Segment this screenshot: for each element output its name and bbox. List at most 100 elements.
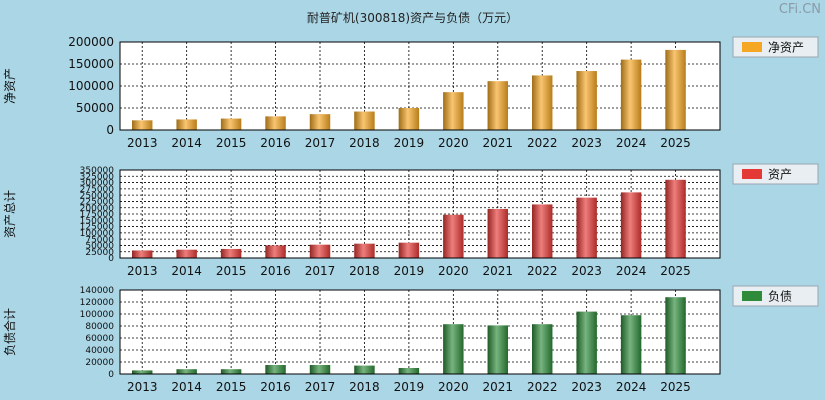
y-axis-label: 负债合计 <box>2 308 17 356</box>
x-tick-label: 2015 <box>216 136 247 150</box>
bar-2013[interactable] <box>132 120 153 130</box>
y-tick-label: 200000 <box>68 35 114 49</box>
bar-2019[interactable] <box>398 242 420 258</box>
bar-2016[interactable] <box>265 116 286 130</box>
y-tick-label: 275000 <box>80 185 115 195</box>
bar-2023[interactable] <box>576 197 597 258</box>
bar-2024[interactable] <box>620 59 642 130</box>
y-tick-label: 125000 <box>80 223 115 233</box>
y-axis-label: 资产总计 <box>3 190 17 238</box>
plot-border <box>119 169 721 259</box>
y-tick-label: 140000 <box>80 286 115 296</box>
x-tick-label: 2019 <box>394 136 425 150</box>
x-tick-label: 2017 <box>305 136 336 150</box>
x-tick-label: 2020 <box>438 264 469 278</box>
bar-2023[interactable] <box>576 311 597 374</box>
y-tick-label: 25000 <box>85 248 114 258</box>
legend-label: 净资产 <box>768 41 804 55</box>
y-tick-label: 75000 <box>85 235 114 245</box>
y-tick-label: 40000 <box>85 346 114 356</box>
bar-2017[interactable] <box>309 244 331 258</box>
x-tick-label: 2017 <box>305 380 336 394</box>
bar-2021[interactable] <box>487 325 508 374</box>
x-tick-label: 2020 <box>438 136 469 150</box>
y-tick-label: 200000 <box>80 204 115 214</box>
x-tick-label: 2023 <box>571 264 602 278</box>
x-tick-label: 2014 <box>171 380 202 394</box>
bar-2021[interactable] <box>487 81 508 130</box>
bar-2021[interactable] <box>487 208 508 258</box>
x-tick-label: 2022 <box>527 264 558 278</box>
y-tick-label: 100000 <box>80 229 115 239</box>
bar-2016[interactable] <box>265 365 286 374</box>
bar-2014[interactable] <box>176 249 197 258</box>
bar-2017[interactable] <box>309 365 331 374</box>
plot-area-3 <box>120 290 720 374</box>
x-tick-label: 2018 <box>349 136 380 150</box>
bar-2024[interactable] <box>620 192 642 258</box>
bar-2025[interactable] <box>665 179 686 258</box>
x-tick-label: 2025 <box>660 264 691 278</box>
x-tick-label: 2013 <box>127 136 158 150</box>
bar-2020[interactable] <box>443 324 464 374</box>
chart-title: 耐普矿机(300818)资产与负债（万元） <box>306 11 519 25</box>
plot-border <box>119 289 721 375</box>
legend-swatch <box>742 291 762 301</box>
bar-2022[interactable] <box>532 324 553 374</box>
bar-2015[interactable] <box>220 369 242 374</box>
bar-2015[interactable] <box>220 248 242 258</box>
y-tick-label: 120000 <box>80 298 115 308</box>
bar-2020[interactable] <box>443 92 464 130</box>
y-tick-label: 0 <box>106 123 114 137</box>
watermark: CFi.CN <box>778 2 821 17</box>
x-tick-label: 2015 <box>216 264 247 278</box>
x-tick-label: 2013 <box>127 264 158 278</box>
bar-2025[interactable] <box>665 297 686 374</box>
x-tick-label: 2021 <box>483 136 514 150</box>
y-tick-label: 325000 <box>80 172 115 182</box>
bar-2018[interactable] <box>354 243 375 258</box>
bar-2013[interactable] <box>132 250 153 258</box>
x-tick-label: 2022 <box>527 136 558 150</box>
bar-2022[interactable] <box>532 75 553 130</box>
bar-2019[interactable] <box>398 108 420 130</box>
y-tick-label: 50000 <box>76 101 114 115</box>
bar-2020[interactable] <box>443 214 464 258</box>
y-tick-label: 20000 <box>85 358 114 368</box>
bar-2016[interactable] <box>265 245 286 258</box>
bar-2014[interactable] <box>176 119 197 130</box>
bar-2024[interactable] <box>620 315 642 374</box>
x-tick-label: 2023 <box>571 380 602 394</box>
x-tick-label: 2024 <box>616 136 647 150</box>
x-tick-label: 2025 <box>660 380 691 394</box>
x-tick-label: 2022 <box>527 380 558 394</box>
y-tick-label: 300000 <box>80 179 115 189</box>
bar-2015[interactable] <box>220 118 242 130</box>
y-tick-label: 50000 <box>85 242 114 252</box>
bar-2023[interactable] <box>576 71 597 130</box>
bar-2018[interactable] <box>354 365 375 374</box>
y-tick-label: 225000 <box>80 198 115 208</box>
bar-2018[interactable] <box>354 111 375 130</box>
y-tick-label: 100000 <box>80 310 115 320</box>
bar-2013[interactable] <box>132 370 153 374</box>
x-tick-label: 2021 <box>483 264 514 278</box>
x-tick-label: 2024 <box>616 380 647 394</box>
y-tick-label: 175000 <box>80 210 115 220</box>
plot-border <box>119 41 721 131</box>
x-tick-label: 2016 <box>260 380 291 394</box>
x-tick-label: 2018 <box>349 264 380 278</box>
y-tick-label: 60000 <box>85 334 114 344</box>
x-tick-label: 2019 <box>394 380 425 394</box>
bar-2022[interactable] <box>532 204 553 258</box>
bar-2019[interactable] <box>398 368 420 374</box>
bar-2017[interactable] <box>309 114 331 130</box>
bar-2014[interactable] <box>176 369 197 374</box>
x-tick-label: 2017 <box>305 264 336 278</box>
x-tick-label: 2016 <box>260 264 291 278</box>
y-tick-label: 250000 <box>80 191 115 201</box>
x-tick-label: 2014 <box>171 264 202 278</box>
bar-2025[interactable] <box>665 49 686 130</box>
legend-label: 资产 <box>768 168 792 182</box>
